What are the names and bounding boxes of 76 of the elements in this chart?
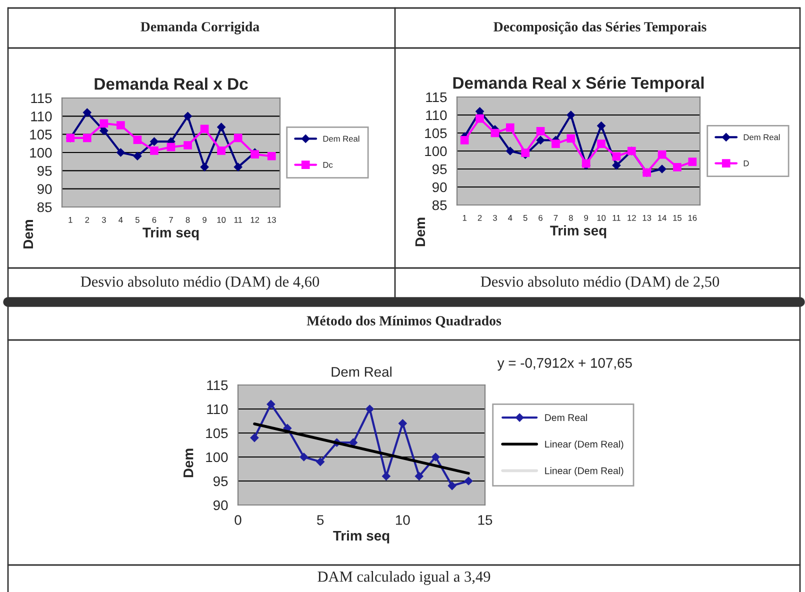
y-axis-title: Dem [23, 220, 34, 248]
x-axis-title: Trim seq [333, 530, 390, 544]
text: y = -0,7912x + 107,65 [497, 358, 632, 371]
x-tick-label: 4 [508, 215, 512, 221]
x-tick-label: 6 [152, 216, 156, 223]
y-tick-label: 110 [31, 112, 52, 122]
x-tick-label: 13 [642, 214, 652, 221]
x-tick-label: 3 [102, 216, 106, 223]
legend-label: Dem Real [545, 414, 587, 422]
y-tick-label: 85 [37, 202, 52, 212]
text: DAM calculado igual a 3,49 [318, 571, 490, 585]
y-tick-label: 90 [432, 182, 447, 192]
x-tick-label: 0 [234, 515, 242, 525]
y-tick-label: 90 [37, 184, 52, 194]
x-tick-label: 10 [597, 214, 606, 221]
text: Demanda Corrigida [140, 22, 260, 34]
y-tick-label: 95 [432, 164, 447, 174]
text: Desvio absoluto médio (DAM) de 2,50 [480, 276, 720, 290]
y-tick-label: 95 [213, 476, 228, 486]
x-tick-label: 5 [135, 217, 140, 223]
x-tick-label: 8 [568, 214, 573, 221]
x-tick-label: 10 [217, 216, 226, 223]
y-tick-label: 115 [31, 93, 52, 104]
x-axis-title: Trim seq [142, 227, 199, 240]
x-tick-label: 4 [118, 217, 123, 223]
x-tick-label: 13 [268, 216, 276, 223]
x-tick-label: 3 [492, 214, 497, 221]
legend-label: Dem Real [744, 134, 780, 140]
x-tick-label: 14 [658, 215, 666, 221]
x-tick-label: 15 [673, 215, 682, 221]
x-tick-label: 5 [523, 215, 528, 221]
x-tick-label: 2 [85, 216, 90, 223]
x-tick-label: 7 [554, 215, 558, 221]
text: Desvio absoluto médio (DAM) de 4,60 [80, 276, 320, 290]
x-tick-label: 12 [250, 216, 260, 223]
legend-label: Linear (Dem Real) [545, 440, 624, 450]
chart-title: Demanda Real x Série Temporal [453, 76, 704, 92]
chart-title: Dem Real [332, 366, 392, 377]
y-tick-label: 95 [37, 166, 52, 176]
x-tick-label: 1 [68, 217, 72, 223]
y-tick-label: 105 [425, 128, 447, 138]
x-tick-label: 12 [628, 214, 636, 221]
x-tick-label: 16 [688, 214, 697, 221]
legend-label: Dem Real [323, 136, 360, 142]
y-tick-label: 105 [30, 130, 52, 140]
y-axis-title: Dem [184, 448, 194, 478]
text: Método dos Mínimos Quadrados [306, 316, 502, 328]
x-tick-label: 8 [186, 216, 190, 223]
y-tick-label: 100 [30, 148, 52, 158]
y-tick-label: 110 [207, 404, 228, 414]
x-tick-label: 9 [202, 216, 206, 223]
legend-label: Linear (Dem Real) [545, 467, 624, 476]
y-tick-label: 105 [206, 428, 228, 438]
y-axis-title: Dem [415, 218, 426, 246]
x-tick-label: 10 [396, 515, 410, 525]
x-tick-label: 9 [584, 214, 588, 221]
y-tick-label: 100 [206, 452, 228, 462]
x-axis-title: Trim seq [550, 225, 606, 238]
x-tick-label: 11 [612, 215, 620, 221]
legend-label: D [744, 160, 749, 166]
y-tick-label: 115 [207, 380, 228, 390]
x-tick-label: 5 [317, 515, 324, 525]
y-tick-label: 85 [432, 200, 447, 210]
x-tick-label: 1 [462, 215, 467, 221]
x-tick-label: 15 [478, 515, 492, 525]
x-tick-label: 2 [478, 214, 482, 221]
y-tick-label: 100 [425, 146, 447, 156]
chart-title: Demanda Real x Dc [94, 78, 248, 90]
x-tick-label: 6 [538, 214, 542, 221]
text: Decomposição das Séries Temporais [494, 22, 706, 34]
y-tick-label: 115 [426, 92, 447, 102]
x-tick-label: 7 [169, 217, 173, 223]
x-tick-label: 11 [234, 217, 242, 223]
y-tick-label: 110 [426, 110, 447, 120]
legend-label: Dc [323, 162, 333, 168]
y-tick-label: 90 [213, 500, 228, 510]
